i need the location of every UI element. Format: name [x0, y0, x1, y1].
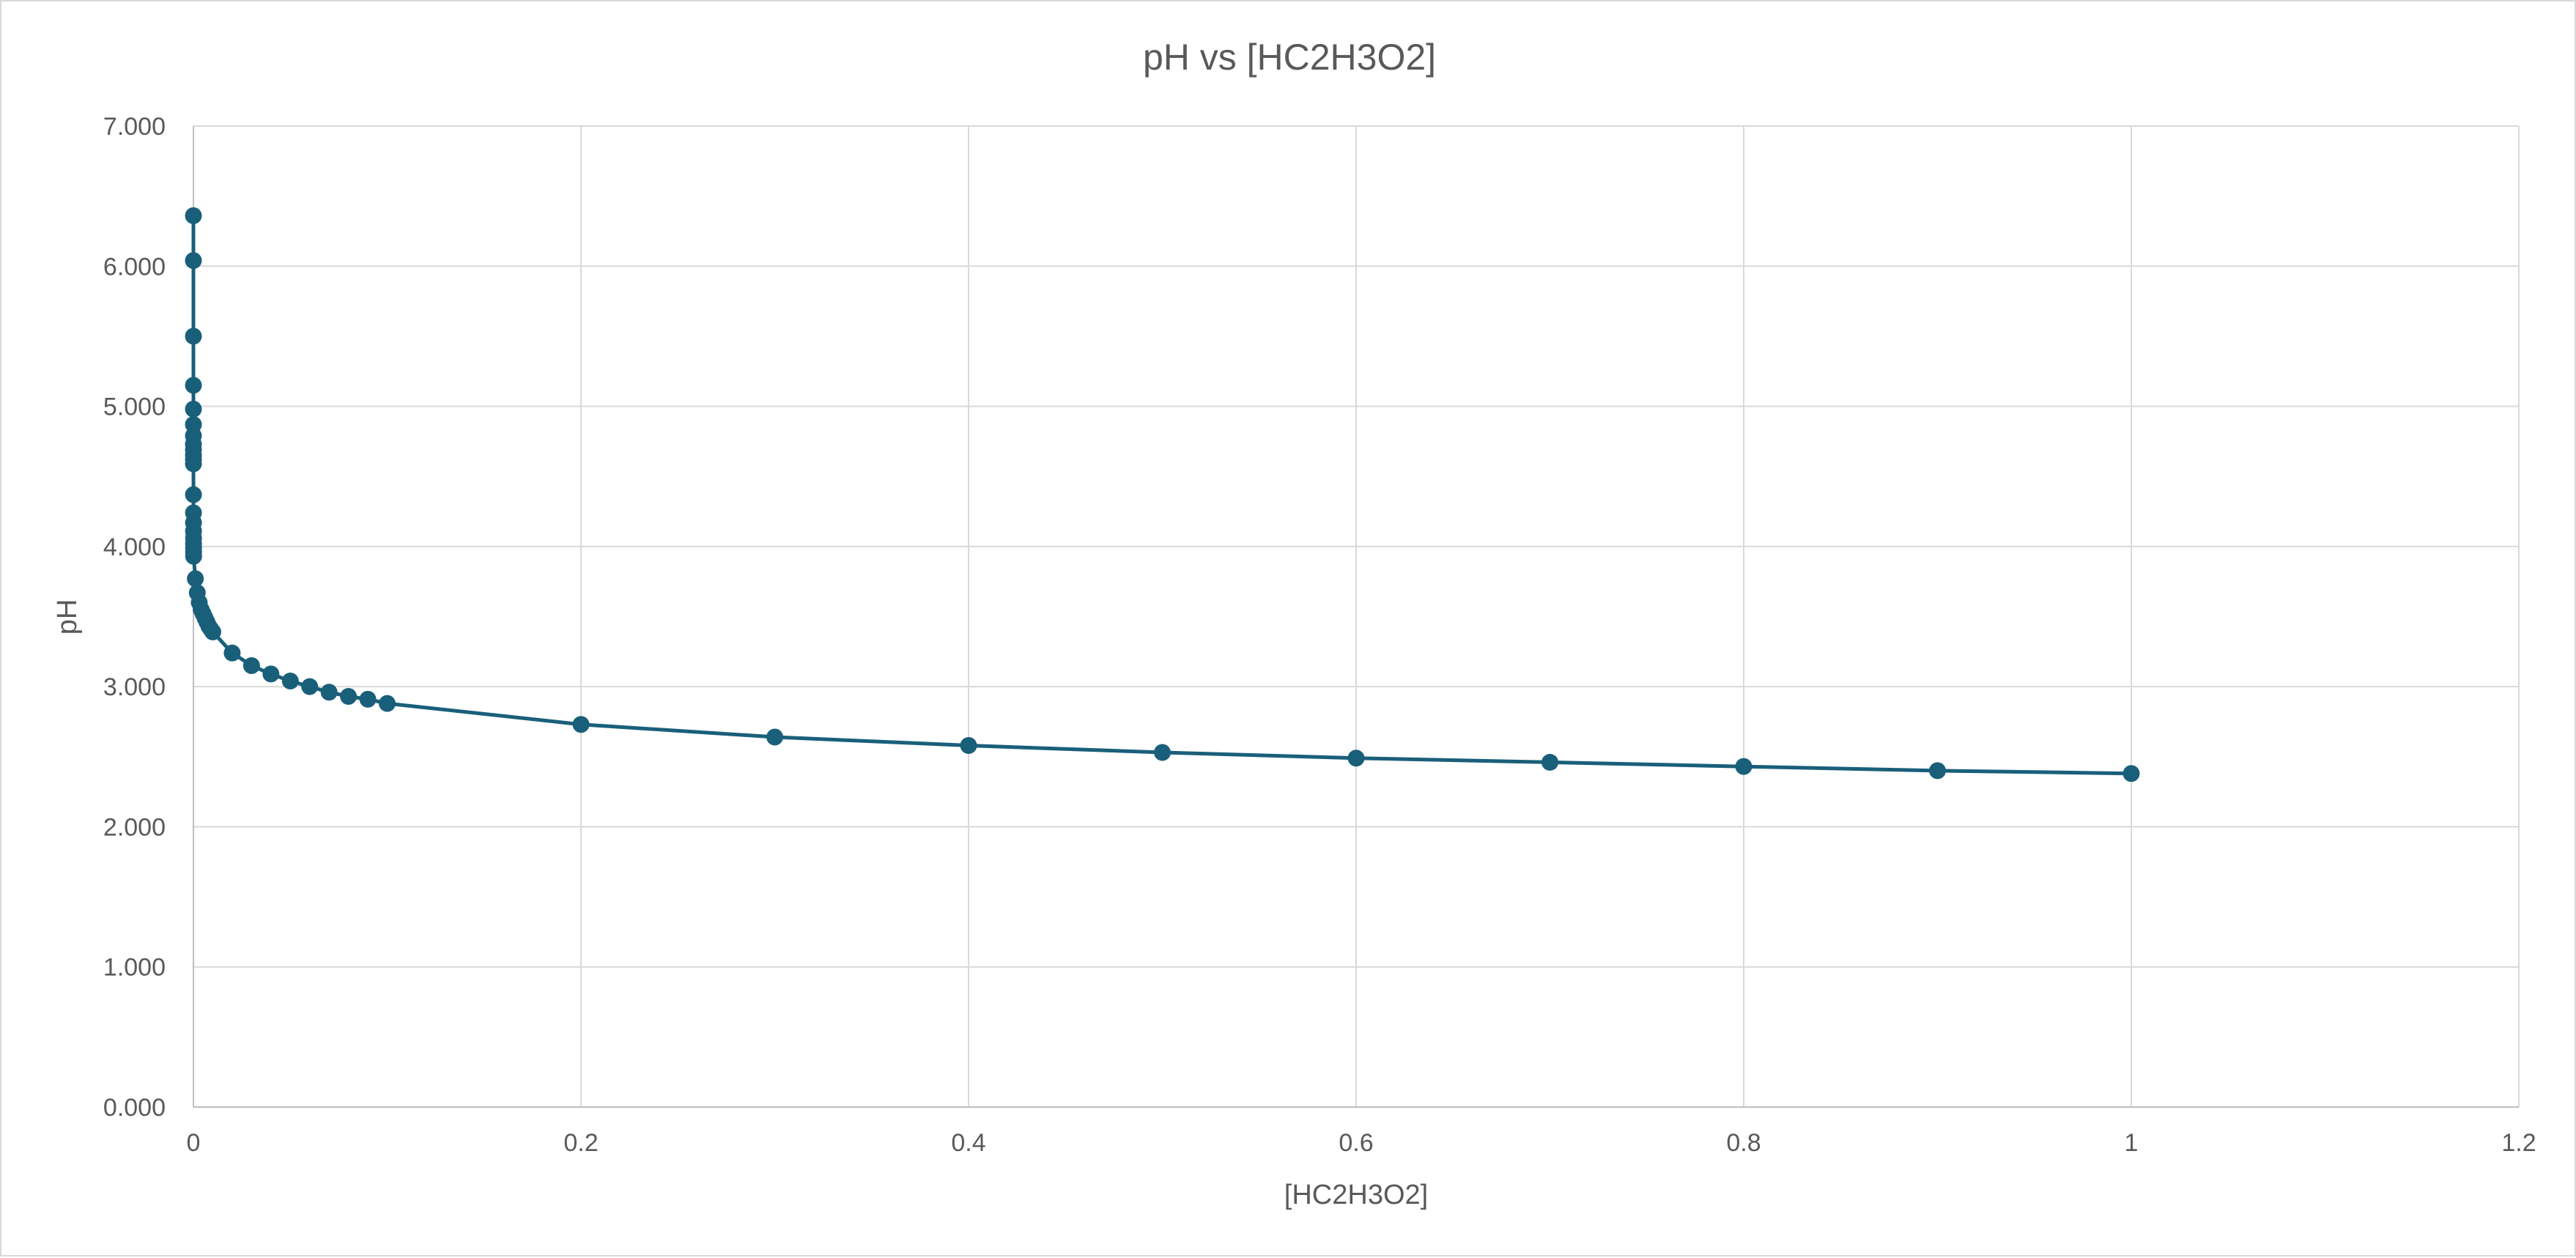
data-point — [185, 328, 202, 345]
data-point — [766, 728, 783, 746]
data-point — [185, 547, 202, 565]
data-point — [185, 455, 202, 473]
data-point — [960, 736, 977, 754]
data-series — [185, 207, 2140, 782]
data-point — [185, 207, 202, 224]
y-tick-label: 2.000 — [103, 813, 166, 841]
series-line — [191, 213, 2133, 776]
x-axis-title: [HC2H3O2] — [1284, 1180, 1428, 1210]
data-point — [1929, 762, 1946, 780]
data-point — [185, 400, 202, 418]
tick-labels: 0.000 1.000 2.000 3.000 4.000 5.000 6.000 7.000… — [103, 113, 2536, 1157]
data-point — [204, 624, 221, 641]
x-tick-label: 0.4 — [951, 1129, 985, 1157]
y-tick-label: 6.000 — [103, 253, 166, 281]
y-tick-label: 1.000 — [103, 954, 166, 982]
data-point — [262, 665, 280, 683]
x-tick-label: 0.8 — [1726, 1129, 1761, 1157]
data-point — [359, 690, 377, 708]
data-point — [187, 570, 204, 588]
data-point — [185, 486, 202, 503]
data-point — [185, 252, 202, 270]
data-point — [1347, 750, 1365, 767]
x-tick-label: 1.2 — [2501, 1129, 2536, 1157]
data-point — [320, 684, 338, 701]
x-tick-label: 0 — [187, 1129, 201, 1157]
x-tick-label: 0.6 — [1339, 1129, 1373, 1157]
data-point — [1735, 758, 1753, 775]
data-point — [1154, 744, 1171, 761]
gridlines — [193, 125, 2520, 1107]
data-point — [185, 377, 202, 394]
y-tick-label: 7.000 — [103, 113, 166, 141]
data-point — [223, 644, 241, 662]
data-point — [301, 678, 319, 695]
y-tick-label: 3.000 — [103, 673, 166, 701]
data-point — [243, 656, 260, 674]
y-tick-label: 5.000 — [103, 393, 166, 421]
data-point — [340, 688, 358, 706]
data-point — [281, 672, 299, 689]
x-tick-label: 1 — [2125, 1129, 2139, 1157]
data-point — [379, 695, 396, 712]
y-tick-label: 4.000 — [103, 533, 166, 561]
chart-title: pH vs [HC2H3O2] — [1143, 37, 1436, 78]
x-tick-label: 0.2 — [563, 1129, 598, 1157]
data-point — [2122, 765, 2140, 782]
y-tick-label: 0.000 — [103, 1094, 166, 1122]
data-point — [1541, 753, 1558, 771]
y-axis-title: pH — [52, 599, 83, 635]
data-point — [572, 716, 590, 733]
